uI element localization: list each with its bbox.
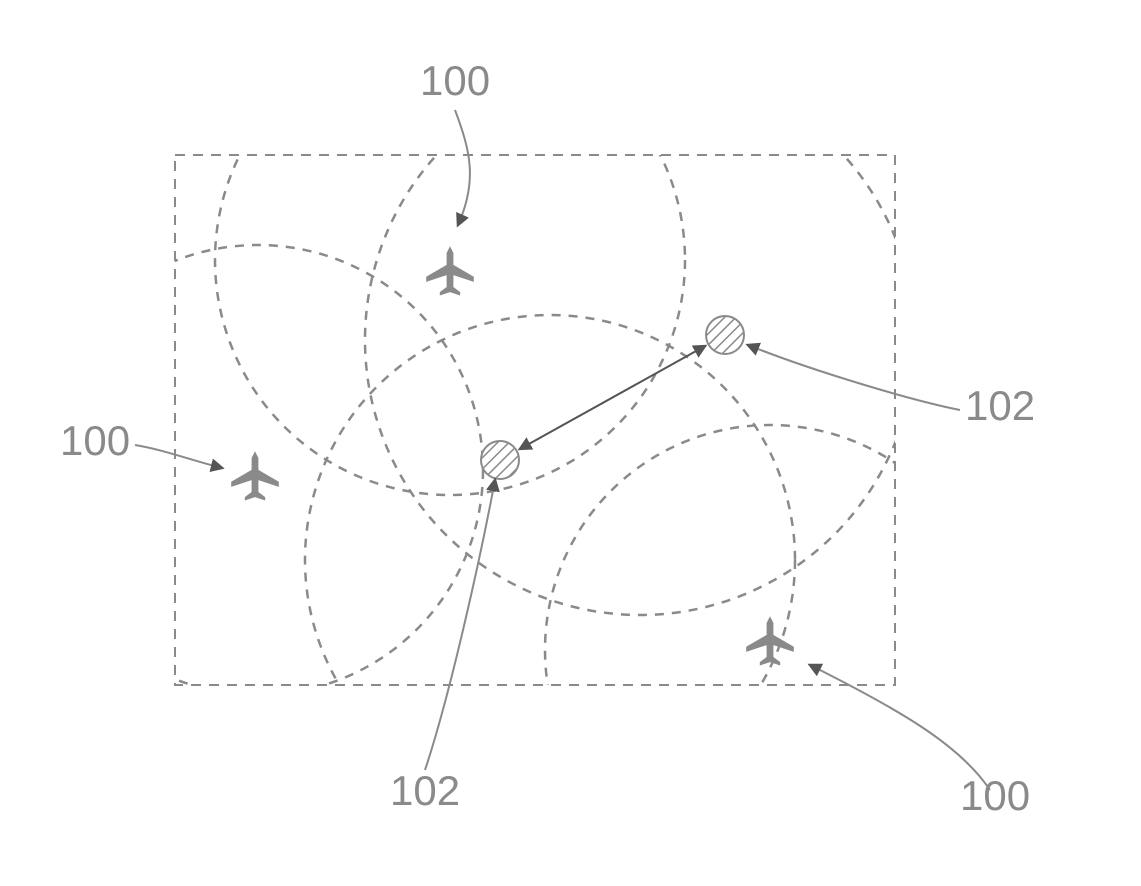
callout-leader-plane-left: [135, 445, 222, 468]
diagram-canvas: 100 100 100 102 102: [0, 0, 1141, 886]
plane-top: [426, 246, 474, 295]
callout-label-plane-bottom-right: 100: [960, 772, 1030, 819]
callout-label-node-a: 102: [390, 767, 460, 814]
callout-label-node-b: 102: [965, 382, 1035, 429]
plane-left: [231, 451, 279, 500]
coverage-center: [305, 315, 795, 805]
callout-label-plane-top: 100: [420, 57, 490, 104]
coverage-right-large: [365, 65, 915, 615]
callout-leader-plane-top: [455, 110, 470, 225]
callout-leader-node-b: [748, 345, 960, 410]
callouts-group: 100 100 100 102 102: [60, 57, 1035, 819]
node-b: [706, 316, 744, 354]
callout-leader-node-a: [425, 480, 495, 770]
callout-label-plane-left: 100: [60, 417, 130, 464]
link-line: [520, 346, 705, 449]
plane-bottom-right: [746, 616, 794, 665]
node-a: [481, 441, 519, 479]
link-arrow: [520, 346, 705, 449]
diagram-frame: [175, 155, 895, 685]
